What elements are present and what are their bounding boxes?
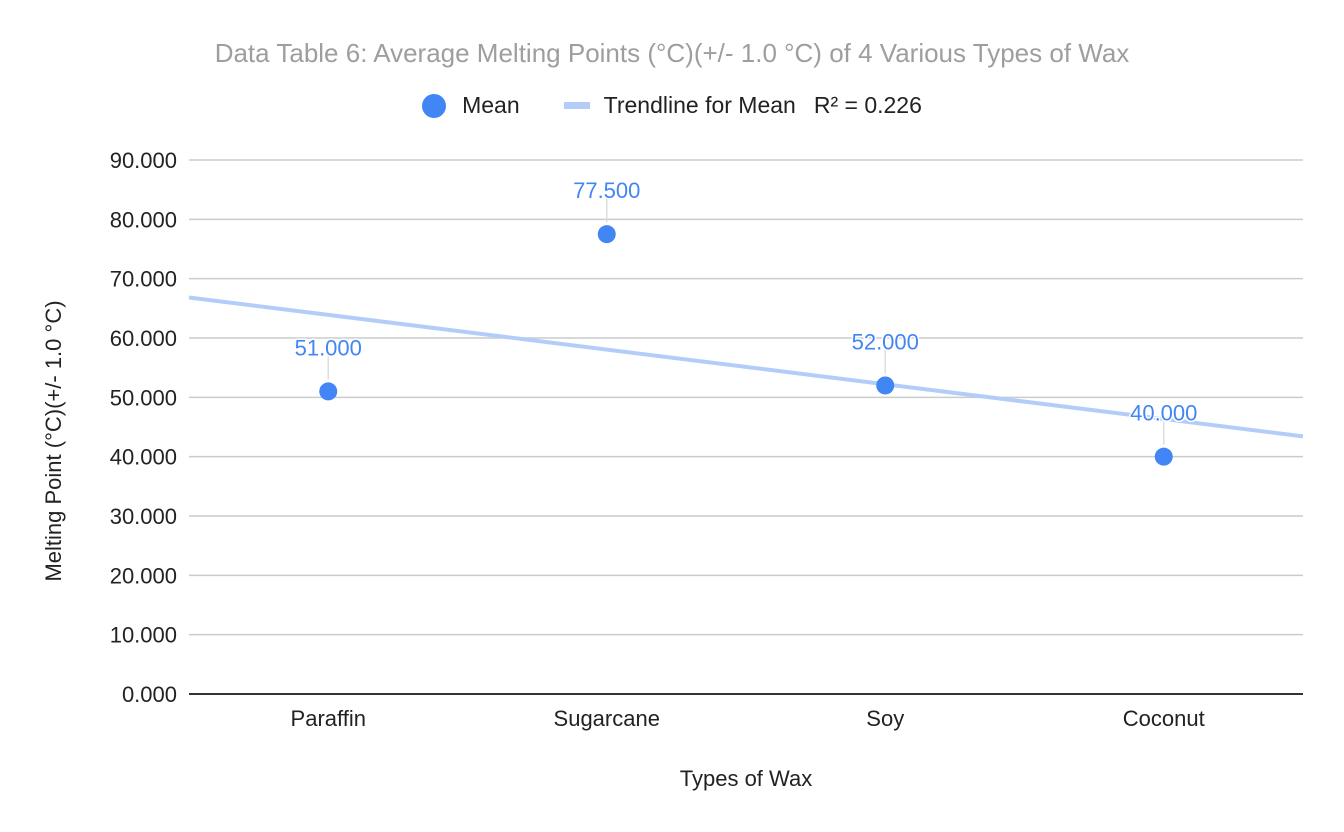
- y-tick-label: 60.000: [110, 326, 177, 351]
- legend-marker-mean: [422, 93, 447, 118]
- data-point: [876, 376, 895, 395]
- data-point: [1154, 447, 1173, 466]
- legend-r-squared: R² = 0.226: [813, 92, 922, 118]
- x-tick-label: Soy: [866, 706, 904, 731]
- data-point: [319, 382, 338, 401]
- y-axis-ticks: 0.000 10.000 20.000 30.000 40.000 50.000 60.00…: [110, 148, 177, 707]
- legend-item-mean[interactable]: Mean: [422, 92, 520, 119]
- x-tick-label: Paraffin: [291, 706, 366, 731]
- y-axis-title: Melting Point (°C)(+/- 1.0 °C): [41, 300, 66, 581]
- legend: Mean Trendline for Mean R² = 0.226: [0, 92, 1344, 119]
- legend-label-trendline: Trendline for Mean: [603, 92, 796, 118]
- x-tick-label: Coconut: [1123, 706, 1205, 731]
- y-tick-label: 0.000: [122, 682, 177, 707]
- legend-label-mean: Mean: [462, 92, 520, 118]
- y-tick-label: 20.000: [110, 563, 177, 588]
- data-labels: 51.000 77.500 52.000 40.000: [293, 177, 1199, 427]
- chart-title: Data Table 6: Average Melting Points (°C…: [214, 38, 1130, 68]
- y-tick-label: 80.000: [110, 207, 177, 232]
- data-label: 52.000: [852, 329, 919, 354]
- y-tick-label: 70.000: [110, 267, 177, 292]
- y-tick-label: 40.000: [110, 445, 177, 470]
- legend-marker-trendline: [563, 102, 590, 109]
- trendline-layer: [188, 295, 1304, 439]
- data-label: 40.000: [1130, 401, 1197, 426]
- data-points: [319, 225, 1173, 466]
- y-tick-label: 30.000: [110, 504, 177, 529]
- data-point: [597, 225, 616, 244]
- leader-lines: [327, 198, 1165, 445]
- y-tick-label: 90.000: [110, 148, 177, 173]
- legend-item-trendline[interactable]: Trendline for Mean R² = 0.226: [563, 92, 922, 119]
- y-tick-label: 50.000: [110, 385, 177, 410]
- data-label: 77.500: [573, 178, 640, 203]
- gridlines: [189, 159, 1303, 695]
- data-label: 51.000: [295, 335, 362, 360]
- y-tick-label: 10.000: [110, 623, 177, 648]
- x-axis-ticks: Paraffin Sugarcane Soy Coconut: [291, 706, 1205, 731]
- x-axis-title: Types of Wax: [680, 766, 812, 791]
- x-tick-label: Sugarcane: [554, 706, 660, 731]
- trendline: [188, 295, 1304, 439]
